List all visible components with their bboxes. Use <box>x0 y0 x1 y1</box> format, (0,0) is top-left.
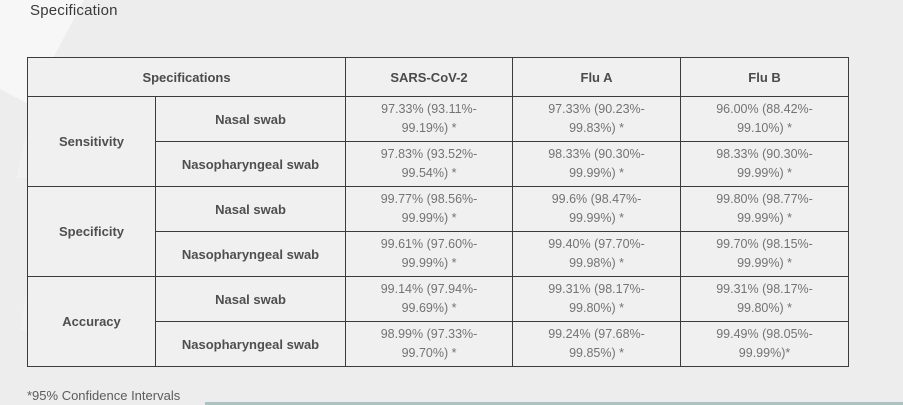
table-row: Nasopharyngeal swab 98.99% (97.33%- 99.7… <box>28 321 850 367</box>
table-row: Nasopharyngeal swab 97.83% (93.52%- 99.5… <box>28 141 850 187</box>
row-label-specificity-nasopharyngeal-swab: Nasopharyngeal swab <box>154 231 347 277</box>
cell-accuracy-naso-flu-b: 99.49% (98.05%- 99.99%)* <box>680 321 850 367</box>
row-group-accuracy: Accuracy <box>27 276 156 367</box>
table-row: Accuracy Nasal swab 99.14% (97.94%- 99.6… <box>27 276 850 367</box>
cell-accuracy-naso-flu-a: 99.24% (97.68%- 99.85%) * <box>512 321 682 367</box>
cell-specificity-nasal-sars: 99.77% (98.56%- 99.99%) * <box>345 186 514 232</box>
cell-sensitivity-naso-sars: 97.83% (93.52%- 99.54%) * <box>345 141 514 187</box>
row-label-accuracy-nasal-swab: Nasal swab <box>154 276 347 322</box>
column-header-flu-a: Flu A <box>512 57 682 97</box>
cell-sensitivity-naso-flu-b: 98.33% (90.30%- 99.99%) * <box>680 141 850 187</box>
table-row: Nasopharyngeal swab 99.61% (97.60%- 99.9… <box>28 231 850 277</box>
cell-accuracy-nasal-flu-b: 99.31% (98.17%- 99.80%) * <box>680 276 850 322</box>
row-label-accuracy-nasopharyngeal-swab: Nasopharyngeal swab <box>154 321 347 367</box>
row-group-sensitivity: Sensitivity <box>27 96 156 187</box>
cell-accuracy-naso-sars: 98.99% (97.33%- 99.70%) * <box>345 321 514 367</box>
row-group-specificity: Specificity <box>27 186 156 277</box>
footnote: *95% Confidence Intervals <box>27 388 181 403</box>
cell-sensitivity-nasal-flu-b: 96.00% (88.42%- 99.10%) * <box>680 96 850 142</box>
column-header-flu-b: Flu B <box>680 57 850 97</box>
table-row: Specificity Nasal swab 99.77% (98.56%- 9… <box>27 186 850 277</box>
bottom-accent-line <box>205 402 903 405</box>
cell-sensitivity-nasal-flu-a: 97.33% (90.23%- 99.83%) * <box>512 96 682 142</box>
column-header-sars-cov-2: SARS-CoV-2 <box>345 57 514 97</box>
table-header-row: Specifications SARS-CoV-2 Flu A Flu B <box>26 57 850 97</box>
row-label-sensitivity-nasopharyngeal-swab: Nasopharyngeal swab <box>154 141 347 187</box>
cell-accuracy-nasal-sars: 99.14% (97.94%- 99.69%) * <box>345 276 514 322</box>
cell-specificity-naso-sars: 99.61% (97.60%- 99.99%) * <box>345 231 514 277</box>
cell-specificity-naso-flu-b: 99.70% (98.15%- 99.99%) * <box>680 231 850 277</box>
column-header-specifications: Specifications <box>26 57 347 97</box>
page-title: Specification <box>30 2 118 19</box>
row-label-specificity-nasal-swab: Nasal swab <box>154 186 347 232</box>
cell-specificity-nasal-flu-b: 99.80% (98.77%- 99.99%) * <box>680 186 850 232</box>
cell-specificity-naso-flu-a: 99.40% (97.70%- 99.98%) * <box>512 231 682 277</box>
cell-accuracy-nasal-flu-a: 99.31% (98.17%- 99.80%) * <box>512 276 682 322</box>
cell-sensitivity-naso-flu-a: 98.33% (90.30%- 99.99%) * <box>512 141 682 187</box>
cell-specificity-nasal-flu-a: 99.6% (98.47%- 99.99%) * <box>512 186 682 232</box>
cell-sensitivity-nasal-sars: 97.33% (93.11%- 99.19%) * <box>345 96 514 142</box>
row-label-sensitivity-nasal-swab: Nasal swab <box>154 96 347 142</box>
table-row: Sensitivity Nasal swab 97.33% (93.11%- 9… <box>27 96 850 187</box>
specification-table: Specifications SARS-CoV-2 Flu A Flu B Se… <box>26 57 850 367</box>
